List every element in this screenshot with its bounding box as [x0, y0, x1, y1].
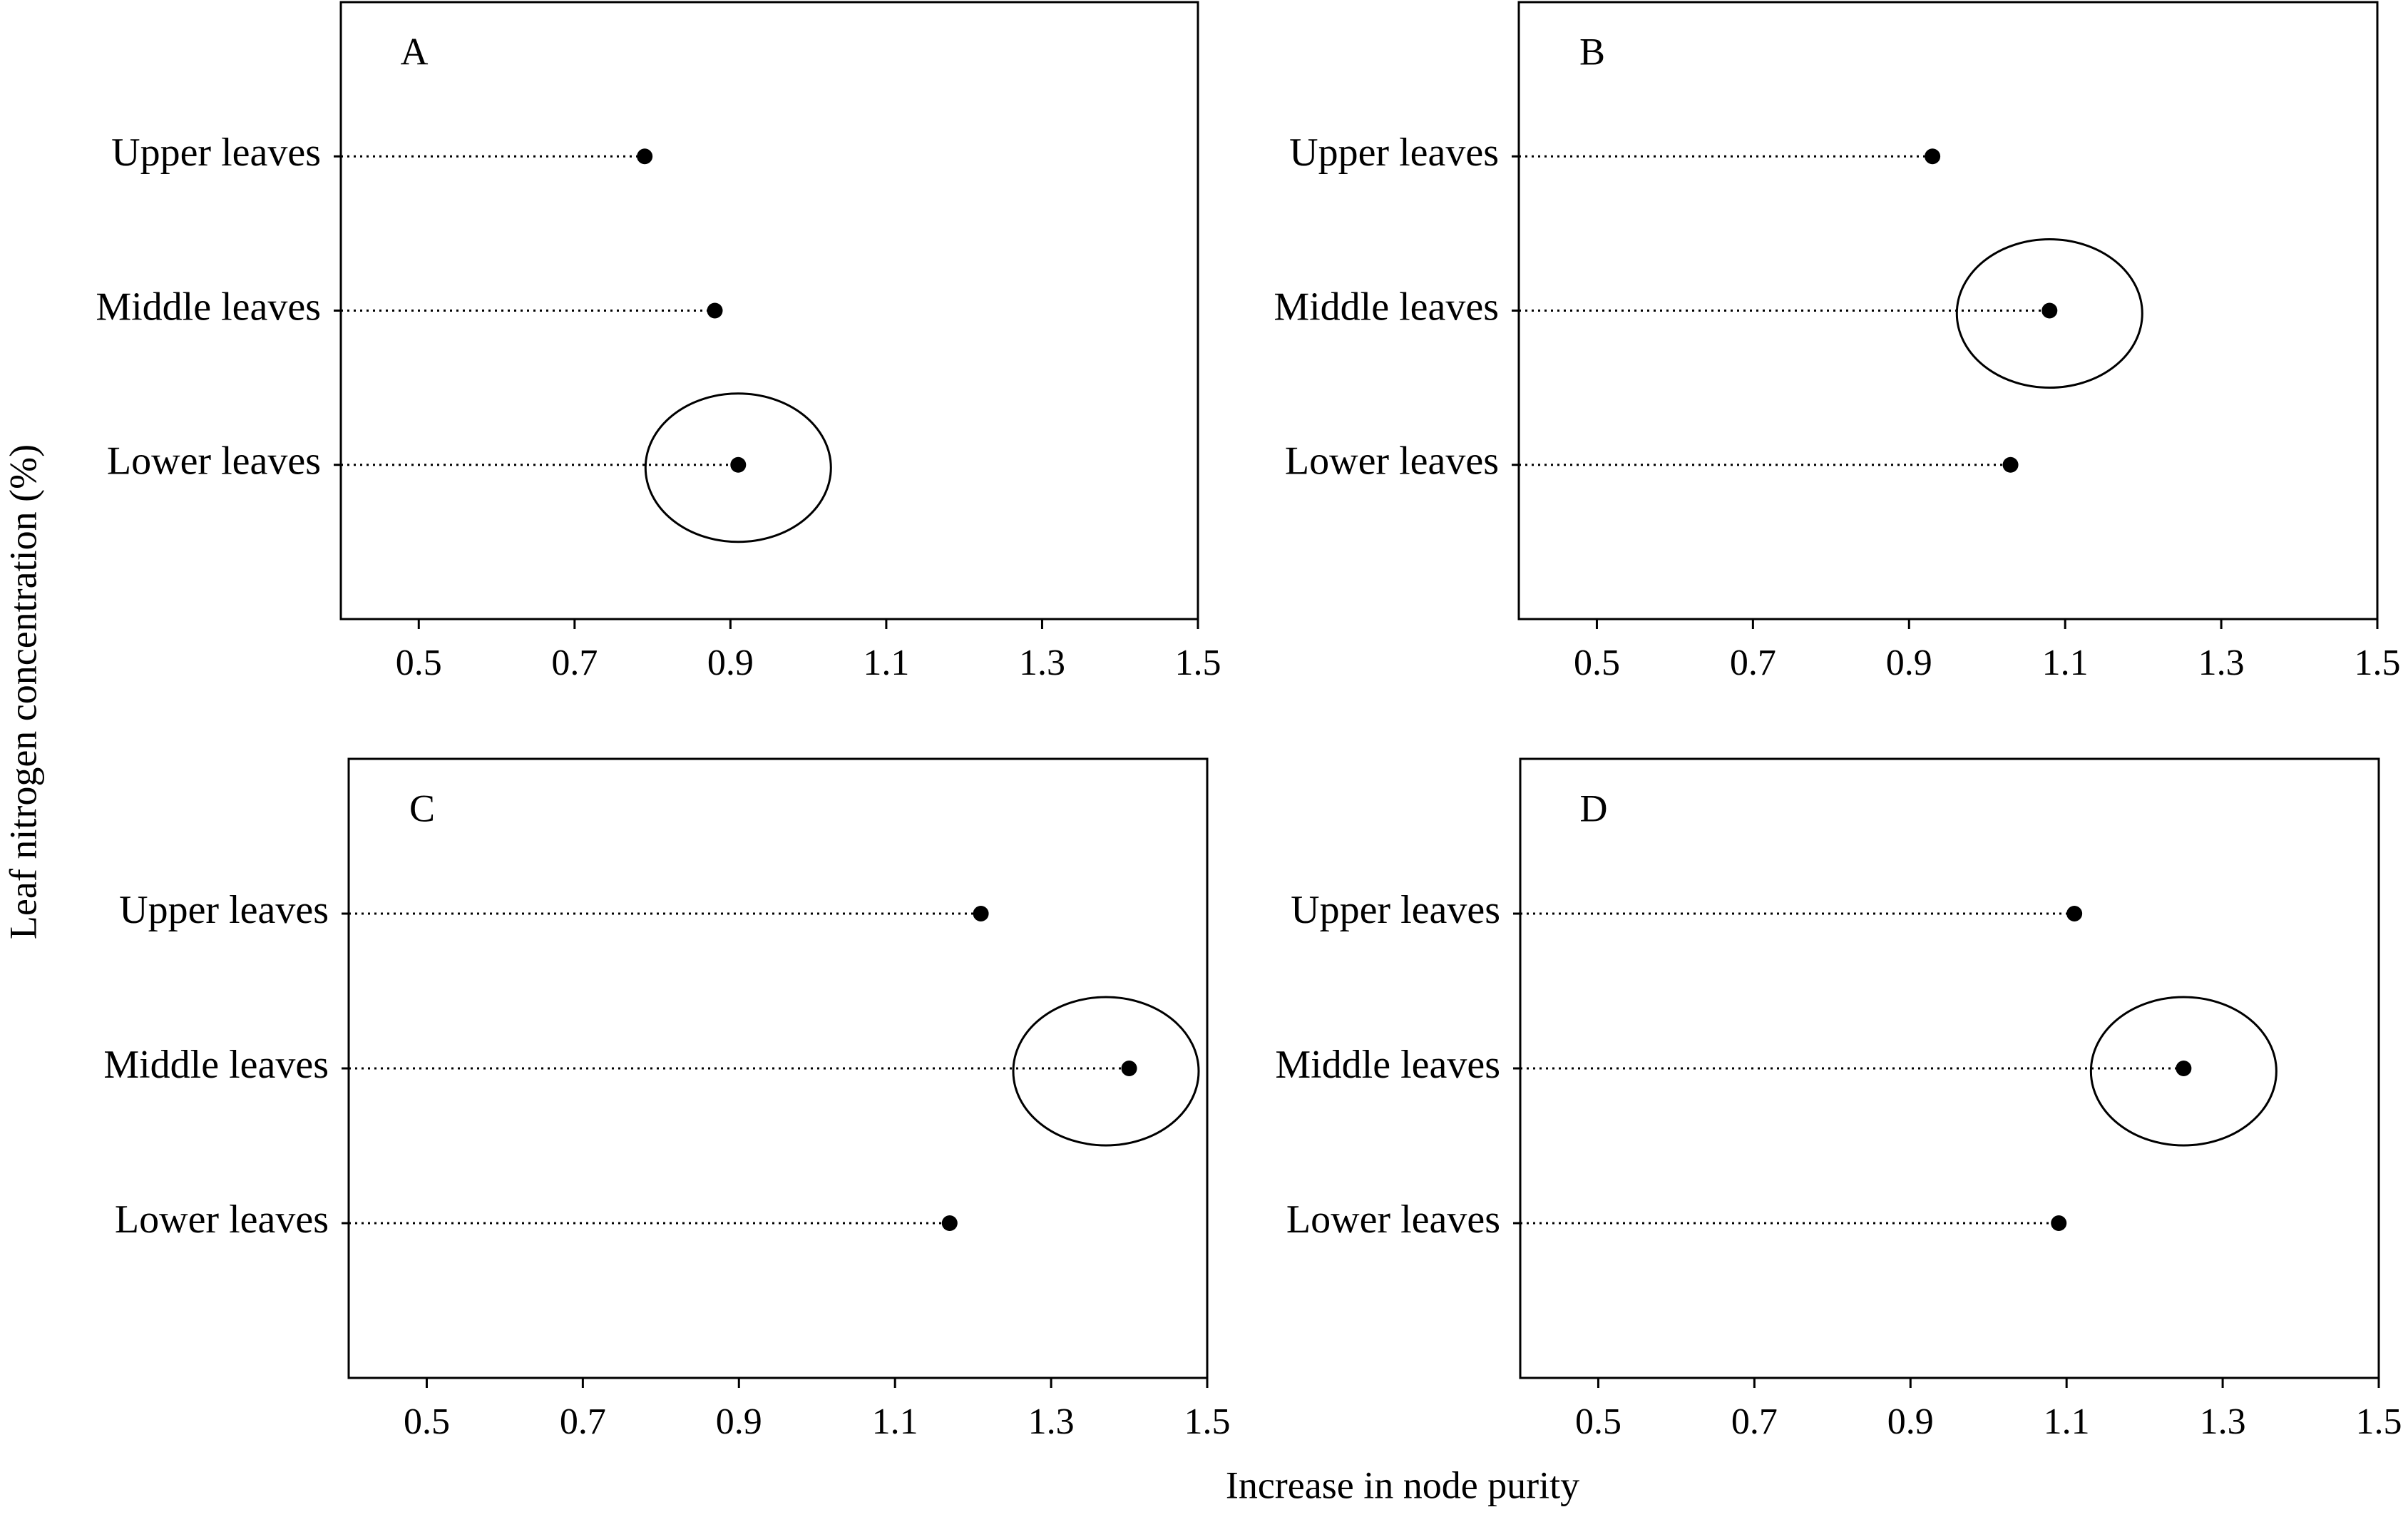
x-tick-label: 1.3 [2200, 1401, 2246, 1442]
dot [707, 302, 723, 319]
dot [2002, 456, 2019, 473]
y-tick-label: Lower leaves [107, 439, 321, 484]
y-tick-label: Upper leaves [1291, 888, 1500, 932]
y-tick-label: Upper leaves [119, 888, 329, 932]
y-tick-label: Upper leaves [111, 131, 321, 175]
x-axis-label: Increase in node purity [1226, 1464, 1579, 1506]
dot [2041, 302, 2058, 319]
x-tick-label: 0.9 [716, 1401, 762, 1442]
dot [2176, 1061, 2192, 1076]
y-tick-label: Middle leaves [103, 1043, 329, 1087]
x-tick-label: 1.5 [2356, 1401, 2402, 1442]
x-tick-label: 1.5 [1184, 1401, 1231, 1442]
x-tick-label: 0.5 [404, 1401, 450, 1442]
x-tick-label: 0.7 [560, 1401, 606, 1442]
y-tick-label: Middle leaves [1274, 285, 1499, 329]
dot [637, 148, 653, 165]
x-tick-label: 1.1 [863, 643, 909, 683]
x-tick-label: 1.1 [2044, 1401, 2090, 1442]
dot [730, 456, 747, 473]
panel-label: C [409, 787, 435, 829]
x-tick-label: 1.5 [1175, 643, 1221, 683]
highlight-ellipse [644, 392, 832, 543]
highlight-ellipse [2089, 996, 2278, 1147]
x-tick-label: 1.3 [1028, 1401, 1075, 1442]
dot [1121, 1061, 1137, 1076]
x-tick-label: 0.7 [1730, 643, 1776, 683]
x-tick-label: 0.9 [1887, 1401, 1934, 1442]
y-tick-label: Lower leaves [1285, 439, 1499, 484]
y-tick-label: Lower leaves [115, 1197, 329, 1242]
dot [973, 906, 989, 921]
x-tick-label: 1.3 [2198, 643, 2245, 683]
x-tick-label: 1.5 [2355, 643, 2401, 683]
x-tick-label: 1.1 [872, 1401, 918, 1442]
x-tick-label: 1.1 [2042, 643, 2089, 683]
highlight-ellipse [1012, 996, 1200, 1147]
dot [941, 1215, 958, 1231]
x-tick-label: 0.7 [551, 643, 598, 683]
highlight-ellipse [1955, 238, 2143, 389]
y-tick-label: Middle leaves [96, 285, 321, 329]
x-tick-label: 0.7 [1731, 1401, 1778, 1442]
x-tick-label: 0.9 [707, 643, 754, 683]
panel-label: A [401, 30, 429, 73]
y-tick-label: Lower leaves [1286, 1197, 1500, 1242]
dot [1925, 148, 1941, 165]
y-tick-label: Upper leaves [1289, 131, 1499, 175]
x-tick-label: 1.3 [1019, 643, 1065, 683]
panel-label: D [1580, 787, 1608, 829]
x-tick-label: 0.5 [396, 643, 442, 683]
x-tick-label: 0.5 [1574, 643, 1620, 683]
x-tick-label: 0.9 [1886, 643, 1932, 683]
panel-label: B [1579, 30, 1605, 73]
x-tick-label: 0.5 [1575, 1401, 1621, 1442]
y-tick-label: Middle leaves [1275, 1043, 1500, 1087]
dot [2051, 1215, 2067, 1231]
y-axis-label: Leaf nitrogen concentration (%) [1, 444, 44, 939]
dot [2066, 906, 2083, 921]
